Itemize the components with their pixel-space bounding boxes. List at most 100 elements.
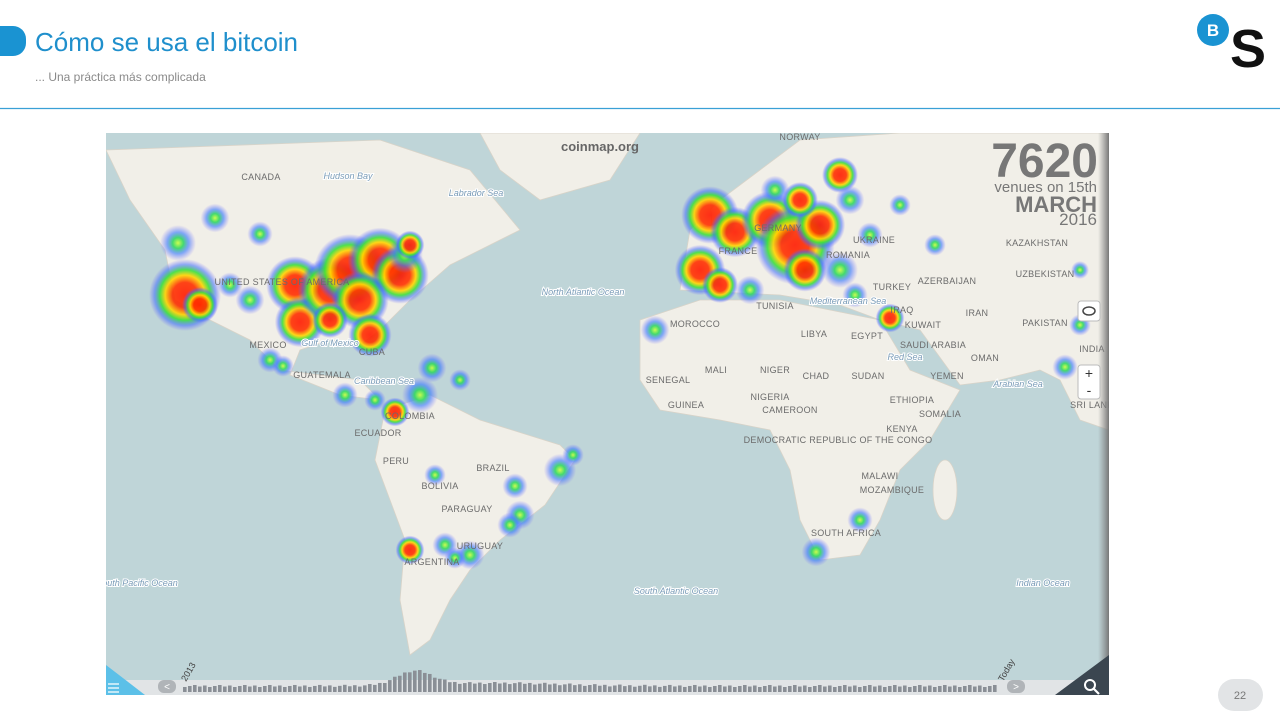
map-label: INDIA <box>1079 344 1105 354</box>
map-label: ROMANIA <box>826 250 870 260</box>
map-label: LIBYA <box>801 329 827 339</box>
timeline-bar <box>848 686 852 692</box>
timeline-bar <box>623 686 627 692</box>
heat-spot <box>364 389 386 411</box>
timeline-bar <box>233 686 237 692</box>
map-label: SRI LANKA <box>1070 400 1120 410</box>
timeline-bar <box>273 686 277 692</box>
timeline-bar <box>843 685 847 692</box>
map-label: IRAQ <box>890 305 913 315</box>
timeline-bar <box>333 686 337 692</box>
map-label: DEMOCRATIC REPUBLIC OF THE CONGO <box>744 435 933 445</box>
timeline-bar <box>673 686 677 692</box>
timeline-bar <box>268 684 272 692</box>
map-label: Gulf of Mexico <box>301 338 359 348</box>
timeline-bar <box>653 685 657 692</box>
timeline-bar <box>613 685 617 692</box>
heat-spot <box>640 315 670 345</box>
timeline-bar <box>518 682 522 692</box>
venue-caption: venues on 15th <box>994 179 1097 196</box>
heat-spot <box>847 507 873 533</box>
timeline-bar <box>583 685 587 692</box>
map-label: MOZAMBIQUE <box>860 485 925 495</box>
view-icon <box>1082 306 1096 316</box>
timeline-next[interactable] <box>1007 680 1025 693</box>
timeline-bar <box>718 684 722 692</box>
timeline-bar <box>443 679 447 692</box>
timeline-bar <box>808 687 812 692</box>
map-label: SOMALIA <box>919 409 961 419</box>
timeline-bar <box>828 685 832 692</box>
timeline-bar <box>473 683 477 692</box>
heat-spot <box>562 444 584 466</box>
timeline-bar <box>428 673 432 692</box>
timeline-bar <box>603 684 607 692</box>
timeline-prev[interactable] <box>158 680 176 693</box>
view-button[interactable] <box>1077 300 1101 322</box>
timeline-bar <box>538 683 542 692</box>
timeline-bar <box>343 684 347 692</box>
timeline-bar <box>483 684 487 692</box>
timeline-bar <box>198 686 202 692</box>
timeline-bar <box>893 685 897 692</box>
map-label: NORWAY <box>779 132 820 142</box>
timeline-bar <box>448 682 452 692</box>
timeline-bar <box>703 685 707 692</box>
map-labels: CANADA Hudson Bay Labrador Sea UNITED STATE… <box>106 132 1120 597</box>
heat-spot <box>247 221 273 247</box>
timeline-bar <box>543 682 547 692</box>
logo-circle <box>1197 14 1229 46</box>
map-label: Hudson Bay <box>323 171 373 181</box>
timeline-bar <box>563 684 567 692</box>
timeline-bar <box>463 683 467 692</box>
heat-spot <box>1052 354 1078 380</box>
timeline-bar <box>748 686 752 692</box>
timeline-bar <box>663 685 667 692</box>
heat-spot <box>272 355 294 377</box>
heat-spot <box>444 547 466 569</box>
timeline-bar <box>383 683 387 692</box>
zoom-out[interactable]: - <box>1087 382 1092 398</box>
land <box>479 133 641 201</box>
timeline-bar <box>978 685 982 692</box>
timeline-bar <box>323 686 327 692</box>
timeline-bar <box>868 685 872 692</box>
timeline-bar <box>388 680 392 692</box>
timeline-bar <box>733 686 737 692</box>
heat-spot <box>312 302 348 338</box>
timeline-bar <box>508 684 512 692</box>
timeline-bar <box>223 686 227 692</box>
timeline-bar <box>438 678 442 692</box>
heat-spot <box>160 225 196 261</box>
map-label: EGYPT <box>851 331 883 341</box>
timeline-bar <box>478 682 482 692</box>
timeline-bar <box>523 683 527 692</box>
heat-spot <box>822 252 858 288</box>
heat-spot <box>735 275 765 305</box>
venue-caption: 2016 <box>1059 210 1097 229</box>
map-label: Arabian Sea <box>992 379 1043 389</box>
timeline-bar <box>668 684 672 692</box>
timeline-bar <box>678 685 682 692</box>
map-label: PAKISTAN <box>1022 318 1068 328</box>
map-label: South Atlantic Ocean <box>634 586 718 596</box>
timeline-bar <box>398 675 402 692</box>
map-label: Labrador Sea <box>449 188 504 198</box>
timeline-bar <box>213 685 217 692</box>
heat-spot <box>395 230 425 260</box>
map-label: CUBA <box>359 347 385 357</box>
heat-spot <box>380 397 410 427</box>
timeline-bar <box>738 685 742 692</box>
timeline-bar <box>863 686 867 692</box>
timeline-bar <box>973 686 977 692</box>
map-label: CANADA <box>241 172 280 182</box>
timeline-bar <box>888 686 892 692</box>
map-label: MEXICO <box>249 340 286 350</box>
zoom-in[interactable]: + <box>1085 365 1093 381</box>
timeline-bar <box>798 686 802 692</box>
timeline-bar <box>768 684 772 692</box>
timeline-bar <box>763 685 767 692</box>
map-label: KUWAIT <box>905 320 942 330</box>
timeline-bar <box>308 686 312 692</box>
timeline-bar <box>788 685 792 692</box>
